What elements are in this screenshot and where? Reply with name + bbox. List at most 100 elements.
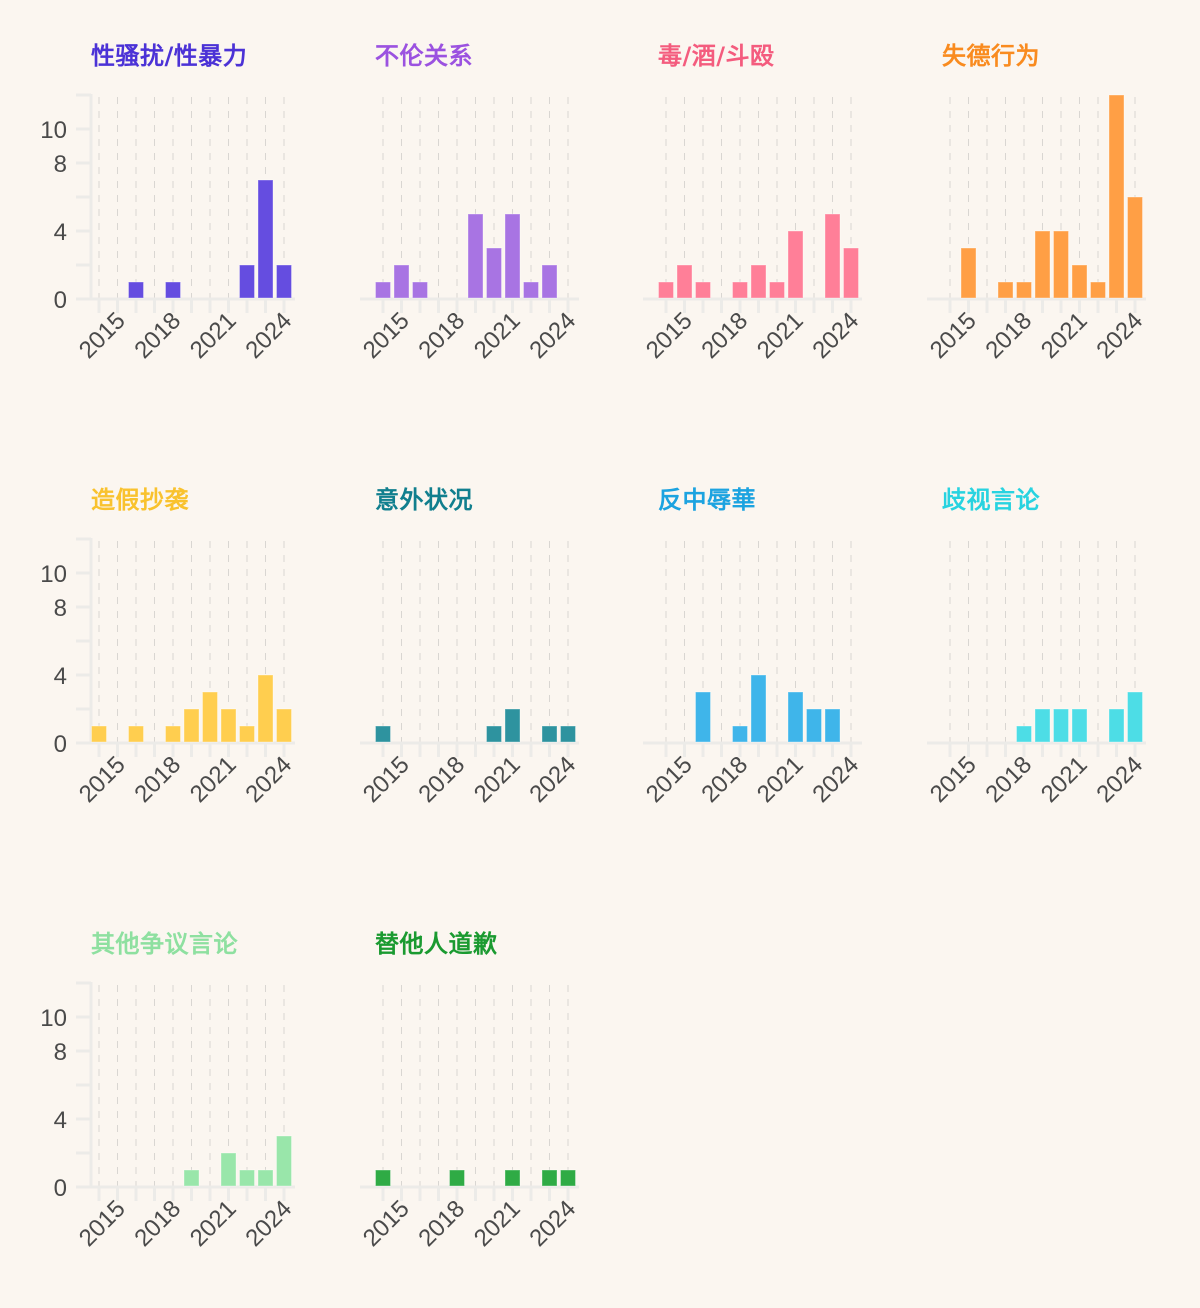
x-tick-label: 2024	[807, 751, 864, 808]
bar	[128, 281, 144, 299]
bar	[769, 281, 785, 299]
bar	[239, 1169, 255, 1187]
bar	[1108, 94, 1125, 299]
x-tick-label: 2015	[74, 751, 131, 808]
bar	[220, 708, 237, 743]
x-tick-label: 2018	[129, 1195, 186, 1252]
x-tick-label: 2015	[74, 307, 131, 364]
y-tick-label: 4	[54, 219, 67, 246]
bar	[504, 213, 521, 299]
bar	[375, 1169, 391, 1187]
x-tick-label: 2015	[641, 307, 698, 364]
bar	[202, 691, 218, 743]
chart-title: 失德行为	[942, 42, 1040, 70]
bar	[467, 213, 484, 299]
bar	[560, 1169, 576, 1187]
x-tick-label: 2021	[185, 1195, 242, 1252]
y-tick-label: 8	[54, 1039, 67, 1066]
y-tick-label: 4	[54, 1107, 67, 1134]
bar	[239, 264, 255, 299]
bar	[393, 264, 410, 299]
bar	[787, 691, 804, 743]
bar	[806, 708, 822, 743]
y-tick-label: 0	[54, 731, 67, 758]
x-tick-label: 2018	[696, 307, 753, 364]
bar	[1053, 230, 1069, 299]
x-tick-label: 2015	[74, 1195, 131, 1252]
bar	[183, 708, 200, 743]
x-tick-label: 2021	[1036, 307, 1093, 364]
x-tick-label: 2021	[469, 307, 526, 364]
x-tick-label: 2021	[1036, 751, 1093, 808]
bar	[997, 281, 1014, 299]
x-tick-label: 2018	[413, 751, 470, 808]
bar	[1034, 230, 1051, 299]
y-tick-label: 4	[54, 663, 67, 690]
y-tick-label: 0	[54, 1175, 67, 1202]
chart-title: 反中辱華	[658, 486, 756, 514]
x-tick-label: 2018	[129, 307, 186, 364]
bar	[504, 708, 521, 743]
x-tick-label: 2024	[240, 751, 297, 808]
x-tick-label: 2018	[413, 1195, 470, 1252]
bar	[276, 264, 292, 299]
bar	[257, 1169, 274, 1187]
x-tick-label: 2015	[358, 751, 415, 808]
x-tick-label: 2024	[240, 1195, 297, 1252]
x-tick-label: 2018	[129, 751, 186, 808]
bar	[695, 281, 711, 299]
bar	[276, 1135, 292, 1187]
bar	[91, 725, 107, 743]
bar	[695, 691, 711, 743]
bar	[732, 725, 748, 743]
y-tick-label: 8	[54, 151, 67, 178]
bar	[486, 725, 502, 743]
y-tick-label: 10	[40, 561, 67, 588]
bar	[375, 281, 391, 299]
bar	[1034, 708, 1051, 743]
bar	[1127, 691, 1143, 743]
bar	[1053, 708, 1069, 743]
x-tick-label: 2024	[1091, 307, 1148, 364]
bar	[541, 1169, 558, 1187]
y-tick-label: 10	[40, 1005, 67, 1032]
x-tick-label: 2018	[980, 751, 1037, 808]
x-tick-label: 2015	[641, 751, 698, 808]
bar	[486, 247, 502, 299]
x-tick-label: 2018	[980, 307, 1037, 364]
y-tick-label: 0	[54, 287, 67, 314]
bar	[276, 708, 292, 743]
x-tick-label: 2015	[925, 751, 982, 808]
x-tick-label: 2015	[925, 307, 982, 364]
bar	[523, 281, 539, 299]
bar	[449, 1169, 465, 1187]
chart-title: 不伦关系	[375, 42, 473, 70]
bar	[541, 725, 558, 743]
y-tick-label: 10	[40, 117, 67, 144]
bar	[220, 1152, 237, 1187]
x-tick-label: 2024	[1091, 751, 1148, 808]
x-tick-label: 2021	[469, 1195, 526, 1252]
x-tick-label: 2018	[413, 307, 470, 364]
bar	[1127, 196, 1143, 299]
bar	[1016, 281, 1032, 299]
x-tick-label: 2021	[752, 307, 809, 364]
bar	[257, 179, 274, 299]
bar	[824, 213, 841, 299]
bar	[843, 247, 859, 299]
bar	[1016, 725, 1032, 743]
bar	[128, 725, 144, 743]
x-tick-label: 2024	[240, 307, 297, 364]
chart-title: 毒/酒/斗殴	[658, 42, 775, 70]
x-tick-label: 2021	[185, 751, 242, 808]
x-tick-label: 2018	[696, 751, 753, 808]
